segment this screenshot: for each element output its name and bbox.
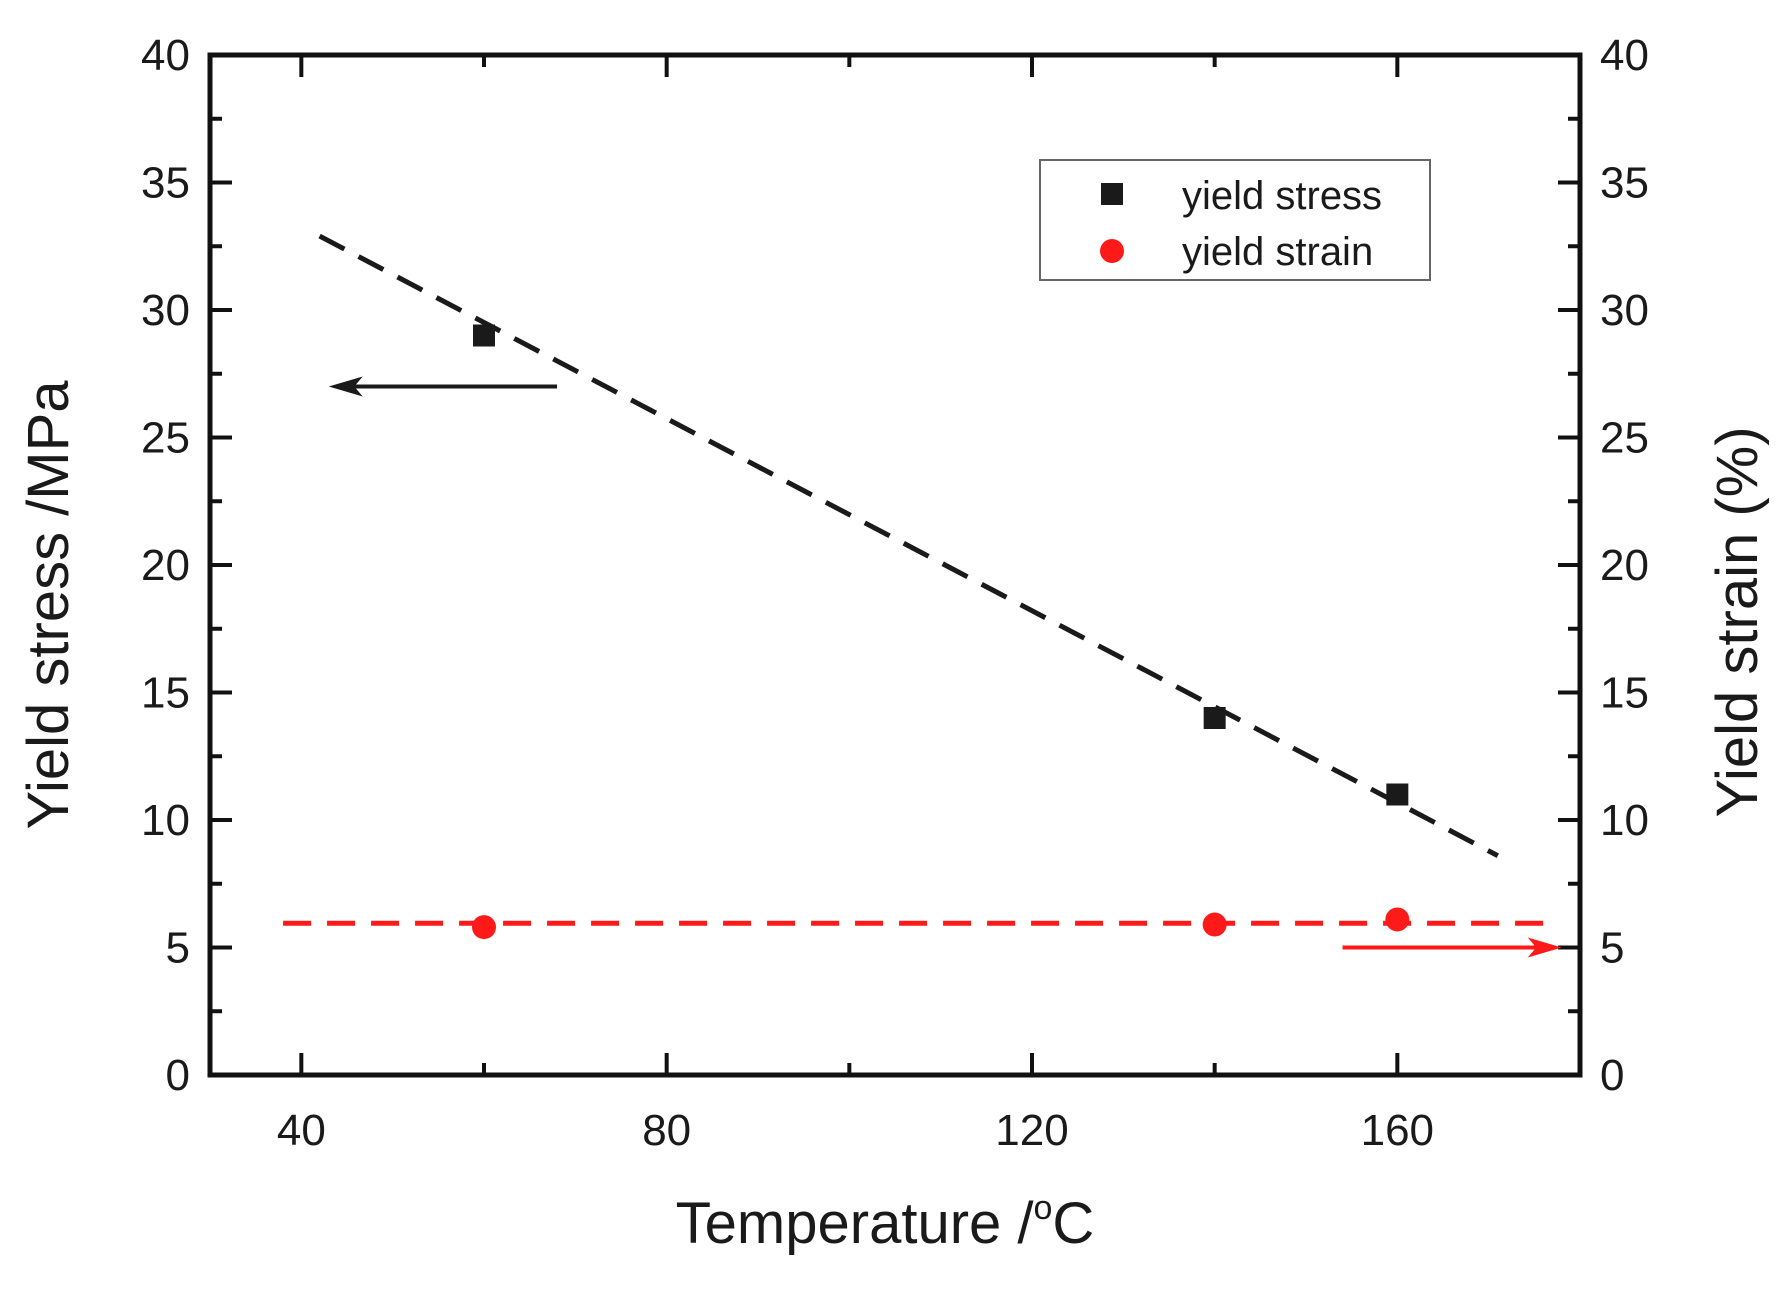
x-axis-title: Temperature /oC bbox=[676, 1189, 1095, 1256]
right-y-tick-label: 30 bbox=[1600, 286, 1649, 335]
axis-arrow-head-yield-stress bbox=[328, 376, 363, 397]
right-y-tick-label: 15 bbox=[1600, 669, 1649, 718]
x-axis-title-text: Temperature / bbox=[676, 1191, 1035, 1256]
left-y-tick-label: 30 bbox=[141, 286, 190, 335]
left-y-tick-label: 5 bbox=[166, 924, 190, 973]
left-y-tick-label: 25 bbox=[141, 414, 190, 463]
left-y-tick-label: 0 bbox=[166, 1051, 190, 1100]
data-point-yield-strain bbox=[1202, 912, 1227, 937]
x-tick-label: 160 bbox=[1361, 1106, 1434, 1155]
left-y-tick-label: 15 bbox=[141, 669, 190, 718]
legend-marker-yield-stress bbox=[1101, 183, 1123, 205]
x-tick-label: 40 bbox=[277, 1106, 326, 1155]
right-y-tick-label: 40 bbox=[1600, 31, 1649, 80]
legend: yield stress yield strain bbox=[1039, 159, 1431, 281]
data-points-group bbox=[472, 324, 1410, 940]
legend-label-yield-stress: yield stress bbox=[1182, 174, 1382, 218]
axis-arrow-head-yield-strain bbox=[1527, 937, 1562, 958]
right-y-tick-label: 5 bbox=[1600, 924, 1624, 973]
x-tick-label: 120 bbox=[995, 1106, 1068, 1155]
data-point-yield-stress bbox=[1203, 707, 1226, 729]
axis-arrows-group bbox=[328, 376, 1562, 958]
legend-marker-yield-strain bbox=[1100, 239, 1124, 263]
left-y-tick-label: 20 bbox=[141, 541, 190, 590]
right-y-tick-label: 0 bbox=[1600, 1051, 1624, 1100]
axes-group: 40 80 120 160 0 0 5 5 10 10 15 15 20 20 25 25 30 30 35 35 40… bbox=[141, 31, 1649, 1155]
legend-label-yield-strain: yield strain bbox=[1182, 230, 1373, 274]
right-y-tick-label: 25 bbox=[1600, 414, 1649, 463]
left-y-tick-label: 40 bbox=[141, 31, 190, 80]
left-y-tick-label: 10 bbox=[141, 796, 190, 845]
left-y-tick-label: 35 bbox=[141, 159, 190, 208]
data-point-yield-strain bbox=[472, 915, 496, 940]
fit-lines-group bbox=[283, 233, 1544, 926]
x-tick-label: 80 bbox=[642, 1106, 691, 1155]
left-y-axis-title: Yield stress /MPa bbox=[16, 380, 81, 830]
x-axis-title-unit: C bbox=[1052, 1191, 1094, 1256]
right-y-tick-label: 10 bbox=[1600, 796, 1649, 845]
right-y-tick-label: 35 bbox=[1600, 159, 1649, 208]
right-y-tick-label: 20 bbox=[1600, 541, 1649, 590]
data-point-yield-strain bbox=[1385, 907, 1410, 932]
x-axis-title-degree: o bbox=[1034, 1189, 1053, 1227]
right-y-axis-title: Yield strain (%) bbox=[1705, 426, 1770, 817]
data-point-yield-stress bbox=[1386, 783, 1409, 806]
fit-line-yield-stress bbox=[318, 233, 1499, 858]
data-point-yield-stress bbox=[473, 324, 495, 347]
